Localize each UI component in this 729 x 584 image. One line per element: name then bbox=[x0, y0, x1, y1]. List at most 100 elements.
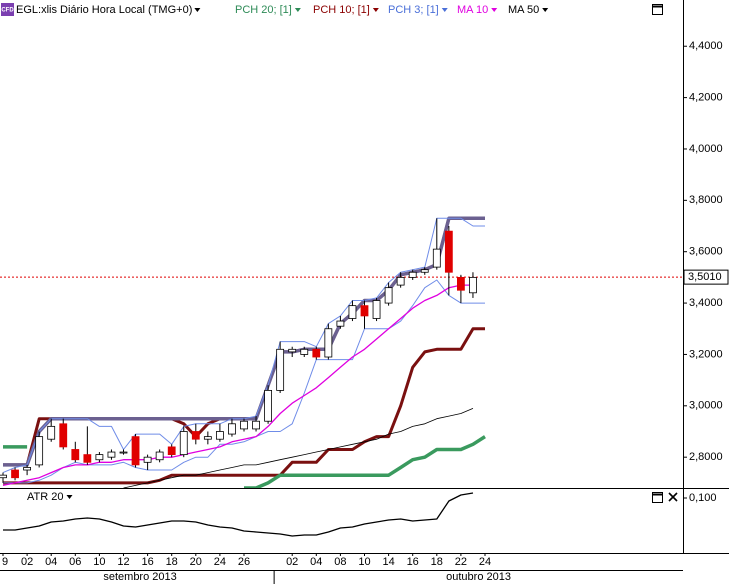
y-tick-label: 4,2000 bbox=[689, 92, 723, 104]
current-price-box bbox=[683, 269, 729, 285]
candle-body bbox=[83, 454, 92, 463]
moving-average bbox=[123, 408, 474, 488]
month-label: outubro 2013 bbox=[446, 571, 511, 583]
channel-lower bbox=[3, 327, 485, 485]
x-tick-label: 20 bbox=[190, 556, 202, 568]
candle-body bbox=[469, 276, 477, 294]
x-tick-label: 18 bbox=[166, 556, 178, 568]
candle-body bbox=[444, 230, 453, 273]
dropdown-arrow bbox=[441, 8, 448, 12]
dropdown-arrow bbox=[372, 8, 379, 12]
dropdown-arrow bbox=[194, 8, 201, 12]
candle-body bbox=[420, 269, 429, 273]
legend: CFD EGL:xlis Diário Hora Local (TMG+0) P… bbox=[1, 3, 549, 16]
channel-upper bbox=[2, 217, 485, 474]
frame bbox=[0, 0, 729, 571]
badge: CFD bbox=[1, 8, 14, 14]
candle-body bbox=[240, 420, 248, 430]
candle-body bbox=[372, 300, 381, 319]
candle-body bbox=[203, 436, 212, 440]
candle-body bbox=[167, 446, 176, 456]
x-tick-label: 10 bbox=[358, 556, 370, 568]
x-tick-label: 18 bbox=[431, 556, 443, 568]
dropdown-arrow bbox=[66, 495, 73, 499]
candle-body bbox=[59, 423, 68, 448]
month-label: setembro 2013 bbox=[103, 571, 176, 583]
badge-background bbox=[1, 3, 14, 16]
y-tick-label: 4,0000 bbox=[689, 143, 723, 155]
moving-average bbox=[2, 284, 473, 487]
y-tick-label: 0,100 bbox=[689, 492, 717, 504]
candle-body bbox=[71, 449, 80, 461]
candle-body bbox=[119, 451, 128, 454]
candle-body bbox=[360, 305, 369, 317]
y-tick-label: 2,8000 bbox=[689, 451, 723, 463]
candle-body bbox=[47, 425, 56, 440]
maximize-button[interactable] bbox=[652, 4, 663, 15]
x-tick-label: 14 bbox=[382, 556, 394, 568]
candle-body bbox=[35, 436, 44, 466]
dropdown-arrow bbox=[542, 8, 549, 12]
legend-entry: MA 50 bbox=[508, 4, 539, 16]
atr-plot bbox=[3, 492, 474, 537]
candle-body bbox=[191, 431, 200, 440]
candle-body bbox=[312, 348, 321, 358]
x-tick-label: 26 bbox=[238, 556, 250, 568]
dropdown-arrow bbox=[491, 8, 498, 12]
atr-legend: ATR 20 bbox=[27, 491, 63, 503]
y-tick-label: 3,6000 bbox=[689, 246, 723, 258]
legend-entry: PCH 3; [1] bbox=[388, 4, 439, 16]
candle-body bbox=[288, 348, 297, 353]
chart-title: EGL:xlis Diário Hora Local (TMG+0) bbox=[16, 4, 192, 16]
x-tick-label: 16 bbox=[141, 556, 153, 568]
channel-lower bbox=[3, 279, 485, 484]
candle-body bbox=[252, 420, 260, 430]
candle-body bbox=[215, 431, 224, 440]
y-tick-label: 3,0000 bbox=[689, 400, 723, 412]
candle-body bbox=[456, 276, 465, 291]
channel-lower bbox=[3, 435, 486, 488]
y-tick-label: 4,4000 bbox=[689, 40, 723, 52]
candle-body bbox=[324, 328, 333, 358]
candle-body bbox=[336, 320, 345, 327]
candle-body bbox=[300, 348, 309, 355]
atr-line bbox=[3, 492, 474, 537]
x-tick-label: 24 bbox=[479, 556, 491, 568]
dropdown-arrow bbox=[294, 8, 301, 12]
candle-body bbox=[264, 389, 273, 422]
x-tick-label: 02 bbox=[21, 556, 33, 568]
x-tick-label: 16 bbox=[407, 556, 419, 568]
legend-entry: PCH 20; [1] bbox=[235, 4, 292, 16]
candle-body bbox=[131, 436, 140, 466]
x-tick-label: 02 bbox=[286, 556, 298, 568]
candle-body bbox=[11, 469, 19, 479]
candle-body bbox=[408, 271, 417, 278]
x-tick-label: 06 bbox=[69, 556, 81, 568]
candle-body bbox=[432, 248, 441, 268]
axes: 2,8000 3,0000 3,2000 3,4000 3,6000 3,8000 4,00… bbox=[2, 40, 729, 584]
candle-body bbox=[179, 431, 188, 456]
x-tick-label: 12 bbox=[117, 556, 129, 568]
y-tick-label: 3,4000 bbox=[689, 297, 723, 309]
candle-body bbox=[228, 423, 236, 435]
x-tick-label: 9 bbox=[2, 556, 8, 568]
candle-body bbox=[348, 305, 357, 319]
candle-body bbox=[396, 276, 405, 286]
x-tick-label: 04 bbox=[310, 556, 322, 568]
current-price-label: 3,5010 bbox=[688, 271, 722, 283]
x-tick-label: 10 bbox=[93, 556, 105, 568]
candle-body bbox=[276, 348, 285, 391]
close-button[interactable] bbox=[668, 492, 678, 502]
y-tick-label: 3,8000 bbox=[689, 194, 723, 206]
candle-body bbox=[95, 454, 104, 461]
candle-body bbox=[0, 474, 7, 479]
candle-body bbox=[107, 451, 116, 458]
candle-body bbox=[23, 467, 32, 471]
x-tick-label: 24 bbox=[214, 556, 226, 568]
maximize-button[interactable] bbox=[652, 492, 663, 503]
price-plot bbox=[0, 216, 683, 488]
x-tick-label: 08 bbox=[334, 556, 346, 568]
x-tick-label: 04 bbox=[45, 556, 57, 568]
candle-body bbox=[155, 451, 164, 461]
